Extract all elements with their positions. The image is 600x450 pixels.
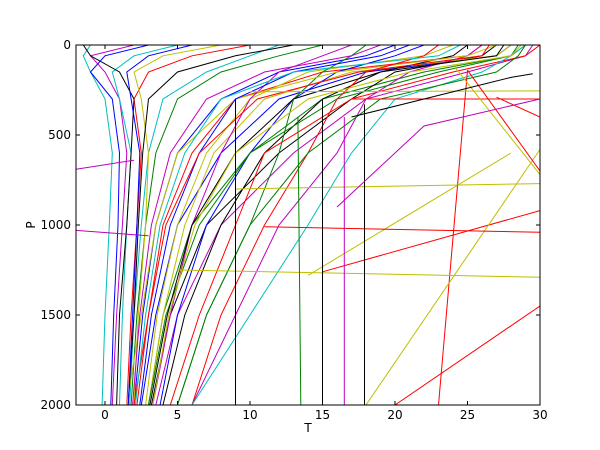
profile-line <box>152 45 522 405</box>
outlier-line <box>365 149 540 405</box>
outlier-line <box>264 226 540 233</box>
outlier-line <box>307 152 512 276</box>
outlier-line <box>76 159 135 170</box>
outlier-line <box>452 64 540 175</box>
x-axis-label: T <box>303 421 312 435</box>
x-tick-label: 0 <box>101 408 109 422</box>
profile-line <box>169 45 540 405</box>
outlier-line <box>297 116 302 405</box>
profile-line <box>111 45 178 405</box>
plot-lines <box>76 45 540 405</box>
x-axis: 0 5 10 15 20 25 30 <box>101 45 548 422</box>
outlier-line <box>467 69 540 172</box>
x-tick-label: 15 <box>315 408 330 422</box>
outlier-line <box>496 96 540 118</box>
outlier-line <box>249 90 540 93</box>
x-tick-label: 25 <box>460 408 475 422</box>
profile-line <box>82 45 113 405</box>
profile-line <box>148 45 512 405</box>
profile-line <box>127 45 294 405</box>
profile-line <box>126 45 193 405</box>
outlier-line <box>336 98 540 208</box>
x-tick-label: 20 <box>387 408 402 422</box>
y-tick-label: 1000 <box>40 218 71 232</box>
profile-line <box>191 45 526 405</box>
outlier-line <box>76 229 149 237</box>
y-axis-label: P <box>24 221 38 228</box>
profile-line <box>133 45 396 405</box>
y-tick-label: 1500 <box>40 308 71 322</box>
y-tick-label: 0 <box>63 38 71 52</box>
x-tick-label: 30 <box>532 408 547 422</box>
profile-line <box>134 45 461 405</box>
y-axis: 0 500 1000 1500 2000 <box>40 38 540 412</box>
profile-line <box>133 45 490 405</box>
profile-line <box>89 45 135 405</box>
profile-line <box>150 45 497 405</box>
x-tick-label: 10 <box>242 408 257 422</box>
profile-line <box>149 45 505 405</box>
outlier-line <box>438 70 468 405</box>
y-tick-label: 500 <box>48 128 71 142</box>
profile-line <box>126 45 497 405</box>
x-tick-label: 5 <box>174 408 182 422</box>
profile-line <box>132 45 381 405</box>
outlier-line <box>177 269 540 278</box>
profile-line <box>155 45 534 405</box>
y-tick-label: 2000 <box>40 398 71 412</box>
profile-line <box>133 45 222 405</box>
outlier-line <box>351 73 533 118</box>
profile-line <box>139 45 410 405</box>
outlier-line <box>394 305 540 405</box>
profile-line <box>130 45 323 405</box>
outlier-line <box>235 183 540 190</box>
profile-line <box>126 45 251 405</box>
profile-line <box>89 45 149 405</box>
outlier-line <box>322 210 540 273</box>
profile-line <box>82 45 135 405</box>
